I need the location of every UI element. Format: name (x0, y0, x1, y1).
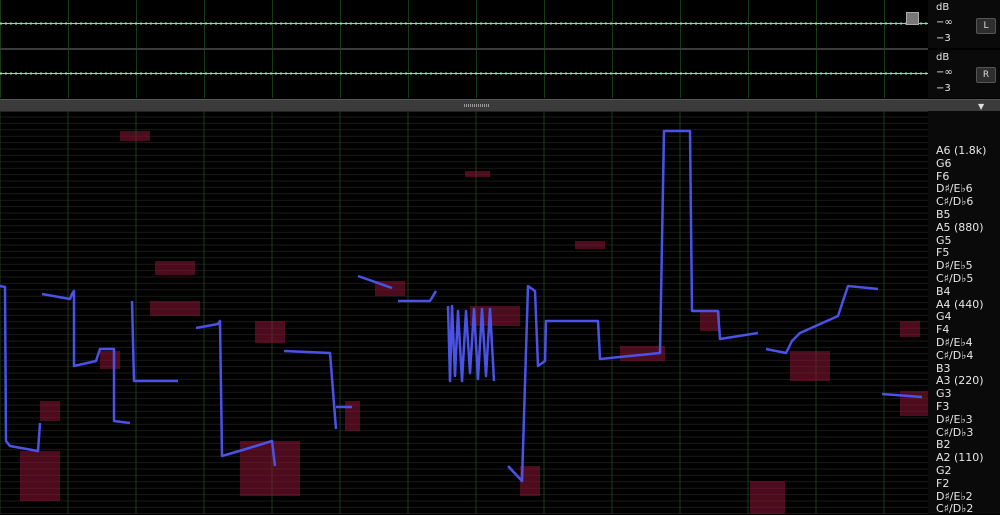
note-label: F6 (936, 169, 950, 183)
waveform-right-line (0, 73, 928, 74)
resize-corner-icon[interactable] (906, 12, 919, 25)
note-ruler: A6 (1.8k) G6 F6 D♯/E♭6 C♯/D♭6 B5 A5 (880) G5 F5 D… (928, 111, 1000, 515)
spectral-blob (150, 301, 200, 316)
note-label: B4 (936, 284, 951, 298)
db-tick-label: −∞ (936, 67, 953, 78)
note-label: B5 (936, 208, 951, 221)
note-label: A5 (880) (936, 220, 984, 234)
spectral-blob (100, 351, 120, 369)
note-label: C♯/D♭5 (936, 272, 974, 285)
note-label: B2 (936, 438, 951, 452)
note-label: C♯/D♭2 (936, 502, 974, 515)
pitch-contour-segment (398, 290, 438, 303)
note-label: C♯/D♭6 (936, 195, 974, 209)
note-label: C♯/D♭4 (936, 348, 974, 362)
db-tick-label: −3 (936, 83, 951, 94)
spectral-blob (575, 241, 605, 249)
spectral-blob (465, 171, 490, 177)
spectral-blob (700, 311, 720, 331)
channel-right-button[interactable]: R (976, 67, 996, 83)
spectral-blob (345, 401, 360, 431)
note-label: G2 (936, 464, 952, 477)
spectral-blob (240, 441, 300, 496)
spectral-blob (520, 466, 540, 496)
splitter-grip-icon[interactable] (464, 104, 490, 107)
pitch-contour-segment (881, 392, 923, 399)
waveform-left-channel[interactable] (0, 0, 928, 48)
spectral-blob (40, 401, 60, 421)
note-label: D♯/E♭6 (936, 182, 973, 196)
note-label: D♯/E♭4 (936, 336, 973, 349)
spectral-blob (790, 351, 830, 381)
note-label: F2 (936, 476, 950, 490)
db-unit-label: dB (936, 52, 950, 63)
db-tick-label: −∞ (936, 17, 953, 28)
note-label: G4 (936, 310, 952, 324)
note-label: D♯/E♭3 (936, 412, 973, 426)
channel-separator (0, 48, 928, 50)
pitch-contour-segment (357, 274, 393, 290)
note-label: A3 (220) (936, 374, 984, 388)
spectral-blob (155, 261, 195, 275)
note-label: A2 (110) (936, 451, 984, 465)
spectral-blob (255, 321, 285, 343)
note-label: D♯/E♭2 (936, 489, 973, 503)
spectral-blob (20, 451, 60, 501)
note-label: C♯/D♭3 (936, 425, 974, 439)
note-label: F5 (936, 246, 950, 260)
note-label: A4 (440) (936, 297, 984, 311)
note-label: D♯/E♭5 (936, 259, 973, 273)
note-label: G5 (936, 233, 952, 247)
note-label: G3 (936, 387, 952, 401)
pitch-graph (0, 111, 928, 514)
pitch-contour-segment (130, 300, 178, 383)
collapse-arrow-icon[interactable]: ▼ (978, 102, 985, 111)
spectral-blob (470, 306, 520, 326)
note-label: F3 (936, 400, 950, 413)
channel-left-button[interactable]: L (976, 18, 996, 34)
spectral-blob (120, 131, 150, 141)
db-unit-label: dB (936, 2, 950, 13)
spectral-blob (750, 481, 785, 514)
amplitude-ruler-right: dB −∞ −3 (928, 50, 1000, 98)
pitch-contour-segment (446, 304, 496, 383)
pitch-contour-segment (195, 319, 277, 467)
pitch-contour-segment (507, 129, 759, 483)
panel-splitter[interactable]: ▼ (0, 99, 1000, 112)
pitch-contour-segment (765, 284, 879, 355)
pitch-contour-segment (0, 284, 42, 453)
waveform-left-line (0, 23, 928, 24)
waveform-right-channel[interactable] (0, 50, 928, 98)
spectral-blob (900, 321, 920, 337)
pitch-contour-segment (283, 349, 338, 430)
note-label: G6 (936, 156, 952, 170)
db-tick-label: −3 (936, 33, 951, 44)
pitch-contour-segment (41, 289, 131, 425)
note-label: A6 (1.8k) (936, 144, 987, 157)
note-label: F4 (936, 323, 950, 337)
note-label: B3 (936, 361, 951, 375)
pitch-display[interactable] (0, 111, 928, 514)
